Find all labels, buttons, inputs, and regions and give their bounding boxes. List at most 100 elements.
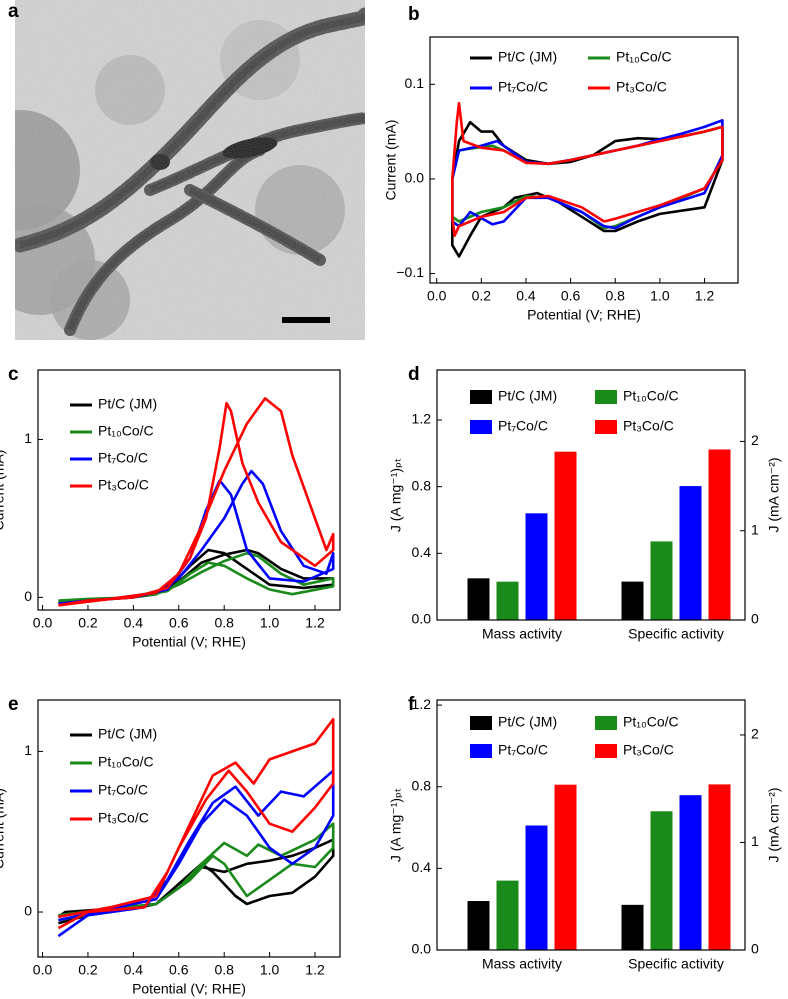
legend-label: Pt/C (JM)	[498, 49, 557, 65]
y-axis-label: J (A mg⁻¹)ₚₜ	[388, 788, 404, 862]
legend-label: Pt₇Co/C	[98, 450, 148, 466]
y2-axis-label: J (mA cm⁻²)	[766, 457, 782, 532]
x-tick-label: 1.0	[260, 615, 280, 631]
x-tick-label: 0.0	[427, 288, 447, 304]
cv-curve	[57, 769, 335, 938]
bar	[467, 578, 490, 620]
x-tick-label: Specific activity	[628, 626, 724, 642]
grain	[15, 0, 365, 340]
panel-label: b	[408, 4, 420, 25]
bar	[621, 904, 644, 950]
y-tick-label: 0	[24, 588, 32, 604]
x-tick-label: 1.0	[650, 288, 670, 304]
legend-swatch	[470, 420, 492, 434]
x-axis-label: Potential (V; RHE)	[132, 634, 246, 650]
y-tick-label: 0.1	[405, 75, 425, 91]
x-tick-label: 0.6	[561, 288, 581, 304]
cv-curve	[57, 718, 335, 930]
bar	[525, 825, 548, 950]
bar	[708, 784, 731, 950]
legend-swatch	[470, 744, 492, 758]
legend-swatch	[470, 390, 492, 404]
cv-curve	[451, 101, 724, 237]
bar	[554, 451, 577, 620]
bar	[525, 513, 548, 620]
cv-curve	[58, 397, 335, 607]
bar	[708, 449, 731, 620]
y-axis-label: Current (mA)	[0, 450, 7, 531]
legend-label: Pt₃Co/C	[98, 477, 149, 493]
x-tick-label: Specific activity	[628, 956, 724, 972]
cv-curve	[58, 551, 335, 604]
y-tick-label: 1	[24, 742, 32, 758]
y2-axis-label: J (mA cm⁻²)	[766, 787, 782, 862]
x-tick-label: 0.8	[214, 615, 234, 631]
legend-swatch	[595, 420, 617, 434]
y-tick-label: 1	[24, 430, 32, 446]
legend-label: Pt₃Co/C	[98, 810, 149, 826]
bar	[496, 880, 519, 950]
legend-label: Pt₇Co/C	[498, 79, 548, 95]
legend-label: Pt₁₀Co/C	[623, 388, 679, 404]
cv-curve	[58, 822, 335, 922]
legend-label: Pt/C (JM)	[98, 726, 157, 742]
y-tick-label: 1.2	[412, 696, 432, 712]
y-axis-label: J (A mg⁻¹)ₚₜ	[388, 458, 404, 532]
legend-label: Pt₇Co/C	[98, 782, 148, 798]
micrograph	[15, 0, 365, 340]
x-tick-label: 0.8	[214, 962, 234, 978]
x-tick-label: 0.2	[78, 615, 98, 631]
y-tick-label: 1.2	[412, 411, 432, 427]
y-tick-label: 0.8	[412, 777, 432, 793]
x-tick-label: 1.2	[305, 615, 325, 631]
scale-bar	[282, 317, 330, 323]
bar	[554, 784, 577, 950]
bar	[679, 486, 702, 620]
x-tick-label: 0.2	[78, 962, 98, 978]
y-tick-label: −0.1	[396, 264, 424, 280]
legend-swatch	[595, 744, 617, 758]
y2-tick-label: 0	[751, 941, 759, 957]
bar	[650, 811, 673, 950]
x-tick-label: 0.2	[472, 288, 492, 304]
x-tick-label: 1.0	[260, 962, 280, 978]
plot-frame	[37, 699, 341, 958]
plot-frame	[429, 36, 739, 284]
plot-frame	[37, 369, 341, 611]
y-tick-label: 0.0	[412, 611, 432, 627]
legend-label: Pt₇Co/C	[498, 742, 548, 758]
x-tick-label: 0.6	[169, 615, 189, 631]
x-tick-label: Mass activity	[482, 626, 562, 642]
x-tick-label: 0.0	[33, 615, 53, 631]
y-tick-label: 0.0	[405, 170, 425, 186]
x-tick-label: Mass activity	[482, 956, 562, 972]
y-tick-label: 0.8	[412, 477, 432, 493]
y-axis-label: Current (mA)	[0, 788, 7, 869]
x-tick-label: 0.0	[33, 962, 53, 978]
legend-label: Pt₁₀Co/C	[98, 754, 154, 770]
legend-label: Pt/C (JM)	[498, 714, 557, 730]
y-axis-label: Current (mA)	[383, 120, 399, 201]
legend-label: Pt₁₀Co/C	[623, 714, 679, 730]
x-axis-label: Potential (V; RHE)	[527, 307, 641, 323]
panel-label: f	[408, 694, 415, 715]
bar	[496, 581, 519, 620]
x-tick-label: 0.8	[606, 288, 626, 304]
x-tick-label: 0.4	[516, 288, 536, 304]
bar	[621, 581, 644, 620]
x-tick-label: 1.2	[695, 288, 715, 304]
x-tick-label: 0.4	[124, 615, 144, 631]
legend-label: Pt₁₀Co/C	[616, 49, 672, 65]
legend-label: Pt₃Co/C	[623, 742, 674, 758]
legend-swatch	[595, 390, 617, 404]
plot-frame	[436, 699, 746, 951]
plot-frame	[436, 369, 746, 621]
bar	[679, 795, 702, 950]
legend-label: Pt₃Co/C	[623, 418, 674, 434]
y2-tick-label: 2	[751, 432, 759, 448]
y-tick-label: 0	[24, 903, 32, 919]
x-tick-label: 1.2	[305, 962, 325, 978]
legend-label: Pt/C (JM)	[498, 388, 557, 404]
x-tick-label: 0.4	[124, 962, 144, 978]
